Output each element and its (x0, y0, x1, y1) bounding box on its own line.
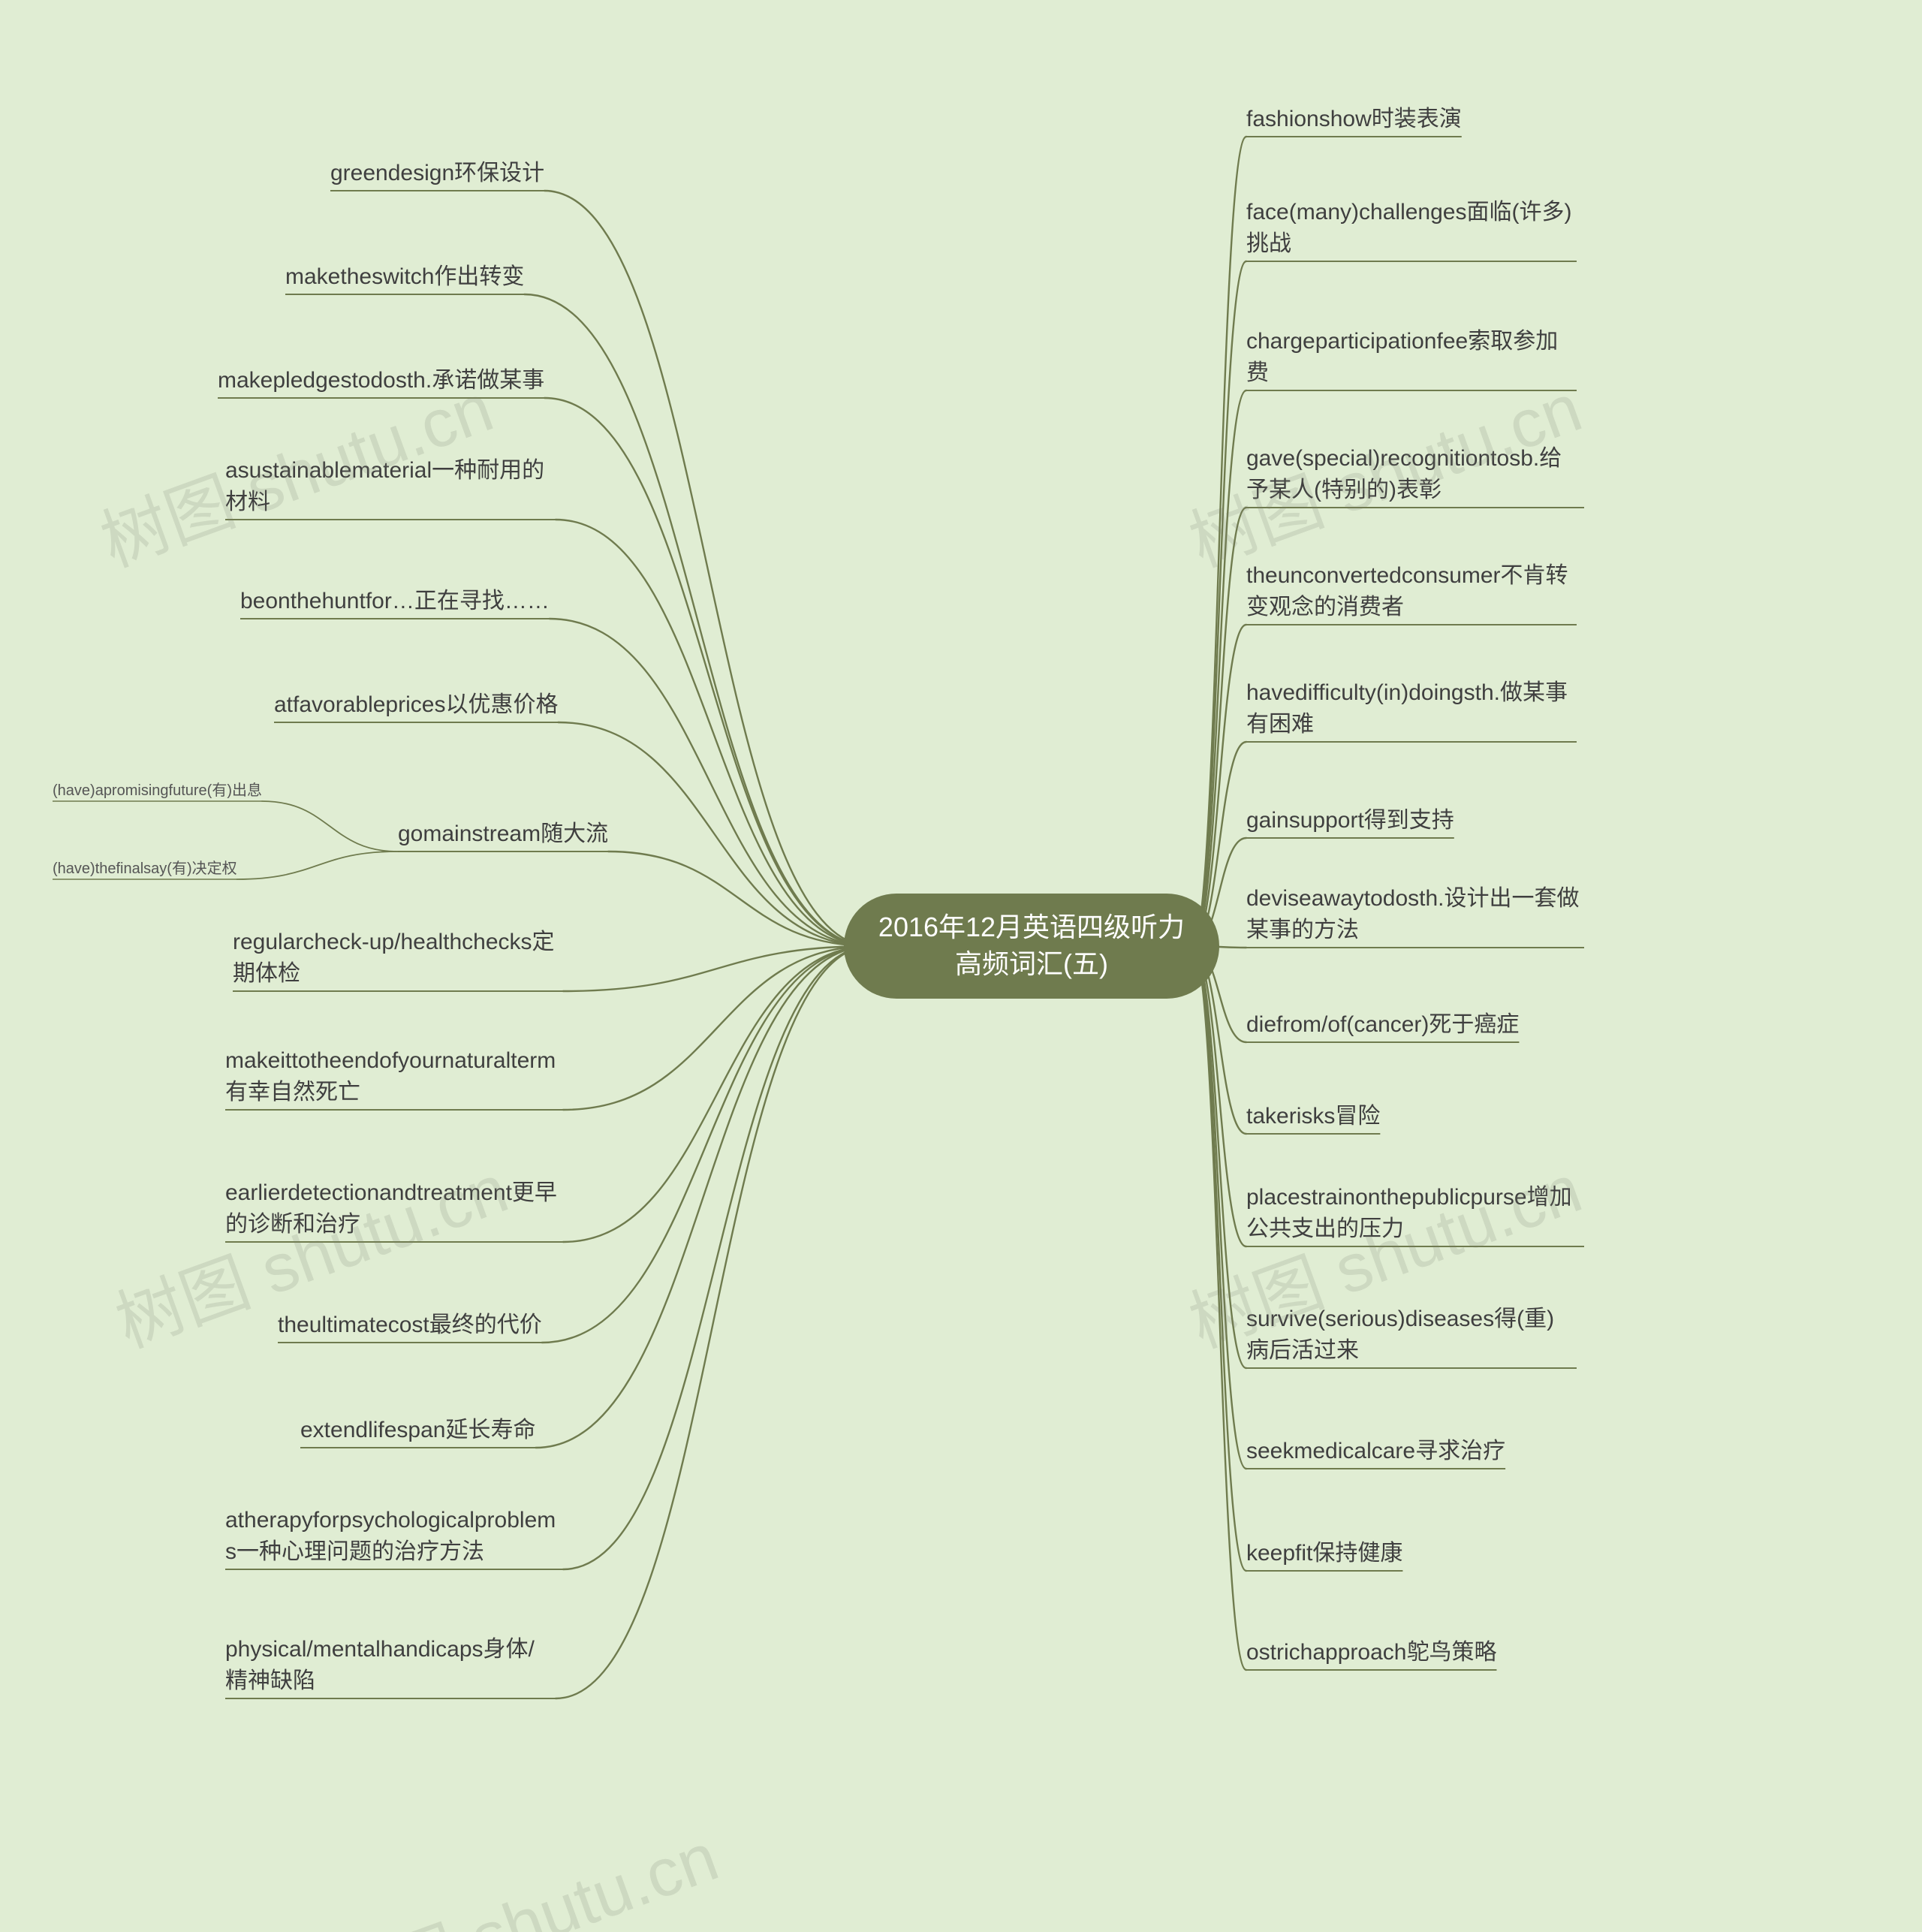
node-l11: theultimatecost最终的代价 (278, 1310, 542, 1341)
edge-r4 (1192, 508, 1246, 946)
node-l3: makepledgestodosth.承诺做某事 (218, 365, 544, 396)
node-l14: physical/mentalhandicaps身体/精神缺陷 (225, 1634, 556, 1697)
node-l1: greendesign环保设计 (330, 158, 544, 189)
node-r12: survive(serious)diseases得(重)病后活过来 (1246, 1304, 1577, 1367)
node-r3: chargeparticipationfee索取参加费 (1246, 326, 1577, 389)
edge-l3 (544, 398, 871, 946)
node-l6: atfavorableprices以优惠价格 (274, 689, 558, 721)
edge-l11 (542, 946, 871, 1343)
node-l13: atherapyforpsychologicalproblems一种心理问题的治… (225, 1505, 563, 1568)
node-r9: diefrom/of(cancer)死于癌症 (1246, 1009, 1519, 1041)
node-l9: makeittotheendofyournaturalterm有幸自然死亡 (225, 1045, 563, 1108)
edge-r1 (1192, 137, 1246, 946)
edge-l4 (556, 520, 871, 946)
edge-l14 (556, 946, 871, 1698)
node-l4: asustainablematerial一种耐用的材料 (225, 455, 556, 518)
node-r7: gainsupport得到支持 (1246, 805, 1454, 836)
node-r8: deviseawaytodosth.设计出一套做某事的方法 (1246, 883, 1584, 946)
edge-r3 (1192, 390, 1246, 946)
edge-l13 (563, 946, 871, 1569)
edge-r13 (1192, 946, 1246, 1469)
node-r2: face(many)challenges面临(许多)挑战 (1246, 197, 1577, 260)
node-l8: regularcheck-up/healthchecks定期体检 (233, 927, 563, 990)
sub-node-s2: (have)thefinalsay(有)决定权 (53, 859, 237, 879)
edge-l10 (563, 946, 871, 1242)
node-r14: keepfit保持健康 (1246, 1538, 1402, 1569)
node-r1: fashionshow时装表演 (1246, 104, 1462, 135)
edge-l7 (608, 851, 871, 946)
center-node: 2016年12月英语四级听力 高频词汇(五) (844, 894, 1219, 999)
node-l2: maketheswitch作出转变 (285, 261, 524, 293)
node-l7: gomainstream随大流 (398, 818, 608, 850)
sub-node-s1: (have)apromisingfuture(有)出息 (53, 781, 262, 800)
node-r15: ostrichapproach鸵鸟策略 (1246, 1637, 1496, 1668)
node-r6: havedifficulty(in)doingsth.做某事有困难 (1246, 677, 1577, 740)
node-l12: extendlifespan延长寿命 (300, 1415, 535, 1446)
node-r4: gave(special)recognitiontosb.给予某人(特别的)表彰 (1246, 443, 1584, 506)
edge-s1 (262, 801, 398, 851)
node-r5: theunconvertedconsumer不肯转变观念的消费者 (1246, 560, 1577, 623)
node-r13: seekmedicalcare寻求治疗 (1246, 1436, 1505, 1467)
center-label: 2016年12月英语四级听力 高频词汇(五) (878, 909, 1185, 982)
edge-r15 (1192, 946, 1246, 1670)
node-r10: takerisks冒险 (1246, 1101, 1380, 1132)
node-l5: beonthehuntfor…正在寻找…… (240, 586, 550, 617)
edge-s2 (237, 851, 398, 879)
node-r11: placestrainonthepublicpurse增加公共支出的压力 (1246, 1182, 1584, 1245)
node-l10: earlierdetectionandtreatment更早的诊断和治疗 (225, 1177, 563, 1240)
